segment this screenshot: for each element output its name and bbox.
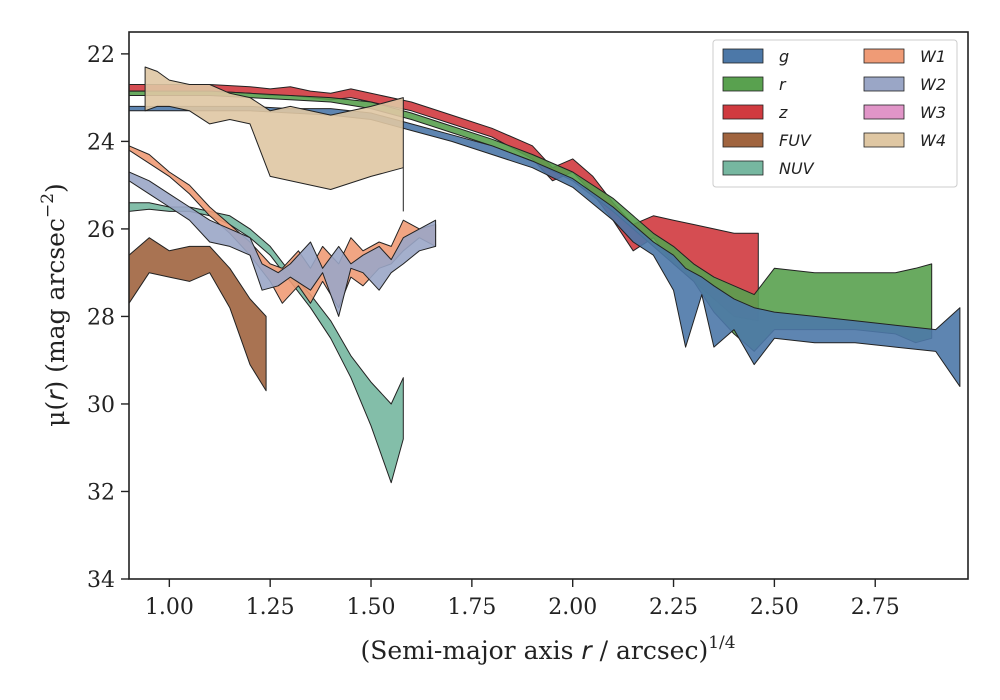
legend-label-r: r [779,75,787,94]
legend-swatch-z [722,104,764,120]
y-axis-label-close: ) [41,183,70,193]
legend-swatch-w2 [863,76,905,92]
legend-swatch-w1 [863,48,905,64]
x-tick-label: 2.50 [750,595,799,620]
legend-label-w1: W1 [920,47,946,66]
plot-frame [128,31,969,580]
x-axis-label-sup: 1/4 [708,633,735,653]
legend-label-w4: W4 [920,131,946,150]
y-tick-label: 24 [87,130,115,155]
x-axis-label-post: / arcsec) [592,636,709,665]
legend-swatch-g [722,48,764,64]
legend-label-w3: W3 [920,103,946,122]
legend-label-w2: W2 [920,75,946,94]
y-tick-label: 34 [87,568,115,593]
legend-swatch-fuv [722,132,764,148]
legend-label-z: z [778,103,788,122]
band-g [129,105,961,387]
band-w4 [144,66,404,190]
band-fuv [129,237,267,392]
x-axis-ticks: 1.00 1.25 1.50 1.75 2.00 2.25 2.50 2.75 [145,579,900,620]
y-tick-label: 32 [87,480,115,505]
legend-swatch-w4 [863,132,905,148]
legend-swatch-r [722,76,764,92]
x-axis-label-var: r [581,636,593,665]
x-tick-label: 2.00 [548,595,597,620]
x-tick-label: 1.75 [447,595,496,620]
y-tick-label: 22 [87,43,115,68]
y-axis-ticks: 22 24 26 28 30 32 34 [87,43,129,593]
band-series-group [129,66,961,484]
x-tick-label: 1.00 [145,595,194,620]
x-axis-label: (Semi-major axis r / arcsec)1/4 [360,633,735,665]
x-axis-label-pre: (Semi-major axis [360,636,581,665]
legend-label-fuv: FUV [779,131,812,150]
legend: grz FUV NUV W1 W2 W3 W4 [712,39,958,188]
y-axis-label-var: r [41,389,70,401]
legend-swatch-w3 [863,104,905,120]
x-tick-label: 1.25 [246,595,295,620]
y-tick-label: 28 [87,305,115,330]
x-tick-label: 2.75 [851,595,900,620]
y-tick-label: 30 [87,393,115,418]
y-axis-label-post: ) (mag arcsec [41,218,70,391]
legend-label-g: g [779,47,789,66]
y-axis-label: μ(r) (mag arcsec−2) [38,183,70,427]
x-tick-label: 2.25 [649,595,698,620]
legend-label-nuv: NUV [779,159,815,178]
legend-swatch-nuv [722,160,764,176]
y-tick-label: 26 [87,218,115,243]
y-axis-label-sup: −2 [38,193,58,218]
band-w2 [129,171,437,317]
y-axis-label-mu: μ( [41,401,70,427]
x-tick-label: 1.50 [347,595,396,620]
